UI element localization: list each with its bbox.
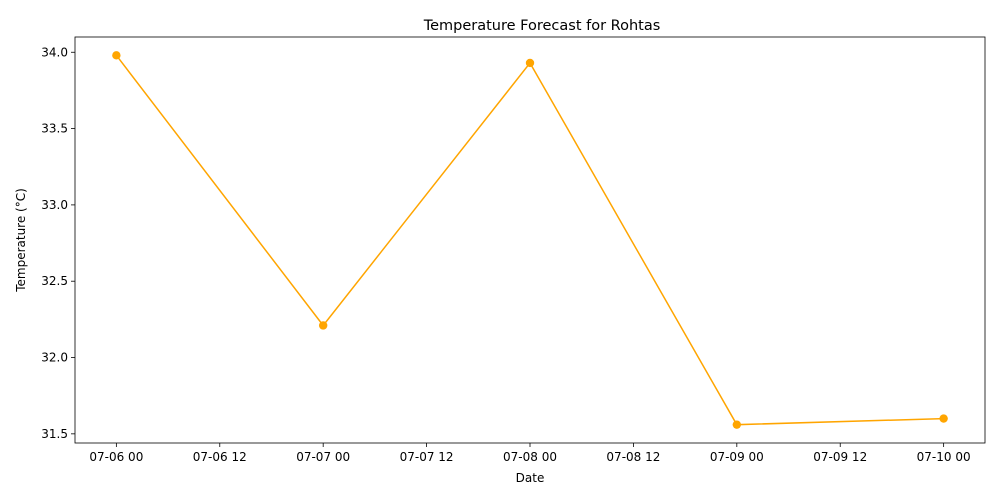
data-point xyxy=(939,414,948,423)
x-tick-label: 07-08 12 xyxy=(606,450,660,464)
x-tick-label: 07-08 00 xyxy=(503,450,557,464)
plot-frame xyxy=(74,36,986,444)
data-point xyxy=(525,58,535,68)
x-tick-label: 07-07 00 xyxy=(296,450,350,464)
chart-title: Temperature Forecast for Rohtas xyxy=(423,18,661,34)
y-axis-label: Temperature (°C) xyxy=(14,188,28,293)
x-tick-label: 07-09 00 xyxy=(710,450,764,464)
y-tick-label: 32.0 xyxy=(41,351,68,365)
x-tick-label: 07-06 00 xyxy=(89,450,143,464)
y-tick-label: 33.5 xyxy=(41,122,68,136)
x-tick-label: 07-06 12 xyxy=(193,450,247,464)
x-tick-label: 07-07 12 xyxy=(400,450,454,464)
x-tick-label: 07-09 12 xyxy=(813,450,867,464)
y-tick-label: 33.0 xyxy=(41,198,68,212)
y-tick-label: 32.5 xyxy=(41,274,68,288)
y-tick-label: 31.5 xyxy=(41,427,68,441)
x-tick-label: 07-10 00 xyxy=(917,450,971,464)
x-axis-ticks: 07-06 00 07-06 12 07-07 00 07-07 12 07-08 00… xyxy=(89,443,971,464)
y-tick-label: 34.0 xyxy=(41,45,68,59)
data-point xyxy=(732,420,742,429)
plot-area xyxy=(75,37,985,443)
x-axis-label: Date xyxy=(516,471,545,485)
data-point xyxy=(112,51,121,60)
y-axis-ticks: 31.5 32.0 32.5 33.0 33.5 34.0 xyxy=(41,45,75,441)
data-point-markers xyxy=(112,51,948,429)
data-point xyxy=(318,321,328,330)
